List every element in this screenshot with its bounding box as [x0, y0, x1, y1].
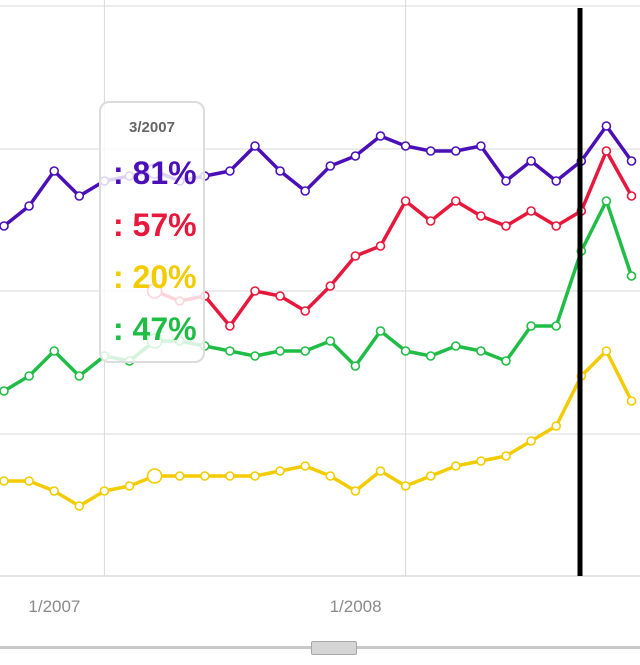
x-tick-label: 1/2007	[28, 597, 80, 616]
data-point-green	[501, 356, 511, 366]
data-point-green	[476, 346, 486, 356]
data-point-red	[551, 221, 562, 231]
data-point-red	[601, 146, 612, 156]
data-point-green	[400, 346, 411, 356]
data-point-yellow	[601, 346, 612, 356]
data-point-yellow	[350, 486, 361, 496]
series-line-red	[152, 149, 634, 328]
data-point-green	[225, 346, 235, 356]
data-point-red	[225, 321, 235, 331]
data-point-yellow	[375, 466, 386, 476]
data-point-purple	[24, 201, 34, 211]
scrollbar-thumb[interactable]	[311, 641, 357, 655]
tooltip-value-purple: : 81%	[113, 155, 197, 191]
data-point-green	[526, 321, 536, 331]
data-point-green	[350, 361, 361, 371]
data-point-purple	[601, 121, 612, 131]
x-tick-label: 1/2008	[330, 597, 382, 616]
data-point-green	[0, 386, 9, 396]
tooltip-date: 3/2007	[129, 119, 175, 136]
data-point-red	[501, 221, 511, 231]
data-point-yellow	[99, 486, 110, 496]
data-point-green	[450, 341, 461, 351]
data-point-green	[325, 336, 336, 346]
data-point-yellow	[225, 471, 235, 481]
data-point-yellow	[24, 476, 34, 486]
data-point-yellow	[325, 471, 336, 481]
data-point-red	[325, 281, 336, 291]
data-point-green	[74, 371, 85, 381]
data-point-purple	[551, 176, 562, 186]
data-point-purple	[526, 156, 536, 166]
data-point-purple	[275, 166, 285, 176]
data-point-yellow	[124, 481, 135, 491]
data-point-yellow	[250, 471, 260, 481]
data-point-yellow	[425, 471, 436, 481]
data-point-purple	[250, 141, 260, 151]
tooltip-value-yellow: : 20%	[113, 259, 197, 295]
data-point-green	[375, 326, 386, 336]
data-point-green	[24, 371, 34, 381]
data-point-yellow	[74, 501, 85, 511]
data-point-yellow	[400, 481, 411, 491]
data-point-purple	[0, 221, 9, 231]
data-point-yellow	[551, 421, 562, 431]
data-point-green	[551, 321, 562, 331]
data-point-green	[601, 196, 612, 206]
data-point-red	[450, 196, 461, 206]
data-point-green	[425, 351, 436, 361]
data-point-green	[626, 271, 637, 281]
data-point-purple	[300, 186, 311, 196]
data-point-purple	[400, 141, 411, 151]
data-point-green	[275, 346, 285, 356]
data-point-yellow	[0, 476, 9, 486]
data-point-red	[626, 191, 637, 201]
series-line-yellow	[2, 349, 634, 508]
horizontal-scrollbar[interactable]	[0, 641, 640, 655]
data-point-purple	[350, 151, 361, 161]
data-point-purple	[450, 146, 461, 156]
data-point-red	[375, 241, 386, 251]
data-point-red	[275, 291, 285, 301]
data-point-green	[250, 351, 260, 361]
data-point-purple	[49, 166, 60, 176]
data-point-purple	[626, 156, 637, 166]
data-point-purple	[501, 176, 511, 186]
hover-tooltip: 3/2007 : 81% : 57% : 20% : 47%	[99, 101, 205, 363]
data-point-yellow	[174, 471, 185, 481]
data-point-purple	[476, 141, 486, 151]
data-point-red	[425, 216, 436, 226]
data-point-yellow	[146, 468, 163, 484]
data-point-green	[300, 346, 311, 356]
data-point-yellow	[526, 436, 536, 446]
line-chart: 1/2007 1/2008	[0, 0, 640, 616]
data-point-yellow	[300, 461, 311, 471]
data-point-yellow	[275, 466, 285, 476]
data-point-yellow	[450, 461, 461, 471]
data-point-green	[49, 346, 60, 356]
tooltip-value-green: : 47%	[113, 311, 197, 347]
data-point-red	[250, 286, 260, 296]
data-point-yellow	[501, 451, 511, 461]
data-point-red	[400, 196, 411, 206]
tooltip-value-red: : 57%	[113, 207, 197, 243]
data-point-purple	[375, 131, 386, 141]
data-point-purple	[425, 146, 436, 156]
data-point-yellow	[626, 396, 637, 406]
data-point-purple	[325, 161, 336, 171]
data-point-red	[350, 251, 361, 261]
data-point-purple	[74, 191, 85, 201]
data-point-yellow	[476, 456, 486, 466]
data-point-red	[476, 211, 486, 221]
data-point-purple	[225, 166, 235, 176]
data-point-red	[526, 206, 536, 216]
data-point-red	[300, 306, 311, 316]
data-point-yellow	[200, 471, 210, 481]
data-point-yellow	[49, 486, 60, 496]
